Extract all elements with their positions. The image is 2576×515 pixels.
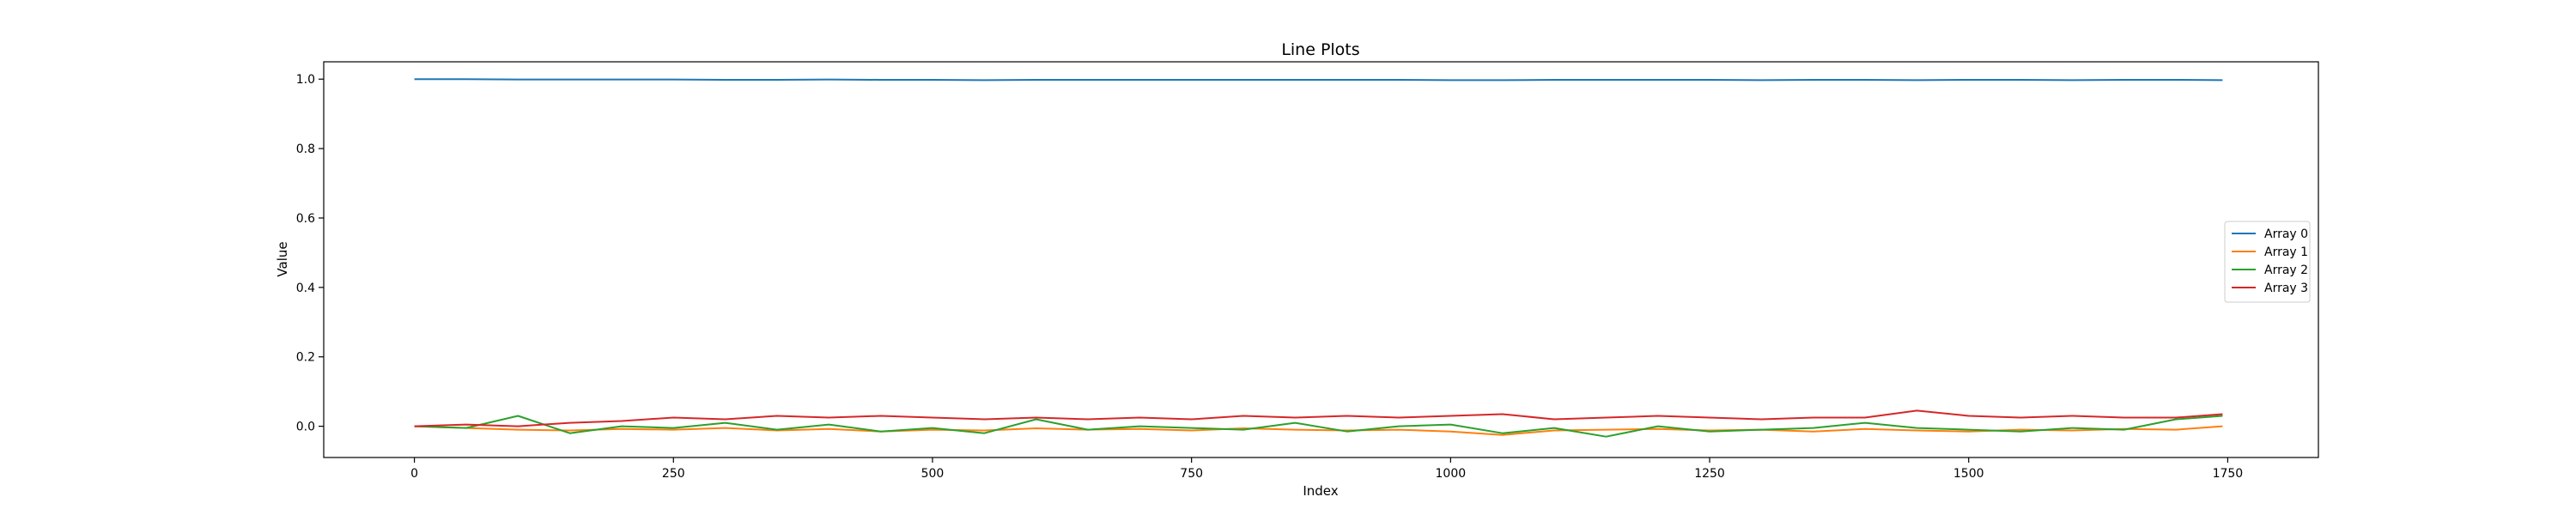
x-tick-label: 0 (410, 467, 418, 481)
x-tick-label: 1750 (2213, 467, 2244, 481)
x-tick-label: 500 (921, 467, 945, 481)
chart-title: Line Plots (1281, 40, 1359, 59)
x-tick-label: 250 (662, 467, 685, 481)
x-tick-label: 750 (1180, 467, 1203, 481)
x-axis-label: Index (1303, 483, 1338, 499)
legend-box (2224, 221, 2311, 303)
x-axis-ticks: 0 250 500 750 1000 1250 1500 1750 (410, 457, 2243, 481)
y-tick-label: 0.6 (296, 212, 315, 226)
y-tick-label: 0.0 (296, 421, 315, 434)
legend: Array 0 Array 1 Array 2 Array 3 (2224, 221, 2311, 303)
series-line-1 (414, 425, 2223, 436)
legend-label-2: Array 2 (2264, 264, 2308, 277)
y-axis-label: Value (275, 241, 290, 276)
plot-area (323, 61, 2319, 458)
legend-label-3: Array 3 (2264, 282, 2308, 295)
x-tick-label: 1250 (1694, 467, 1725, 481)
legend-label-0: Array 0 (2264, 227, 2308, 241)
legend-label-1: Array 1 (2264, 245, 2308, 259)
series-line-2 (414, 415, 2223, 438)
x-tick-label: 1500 (1953, 467, 1984, 481)
y-tick-label: 1.0 (296, 73, 315, 87)
y-tick-label: 0.2 (296, 351, 315, 365)
series-line-0 (414, 78, 2223, 82)
x-tick-label: 1000 (1436, 467, 1467, 481)
y-axis-ticks: 0.0 0.2 0.4 0.6 0.8 1.0 (296, 73, 324, 434)
y-tick-label: 0.8 (296, 142, 315, 156)
plot-frame (323, 61, 2319, 458)
y-tick-label: 0.4 (296, 282, 315, 295)
series-line-3 (414, 409, 2223, 427)
